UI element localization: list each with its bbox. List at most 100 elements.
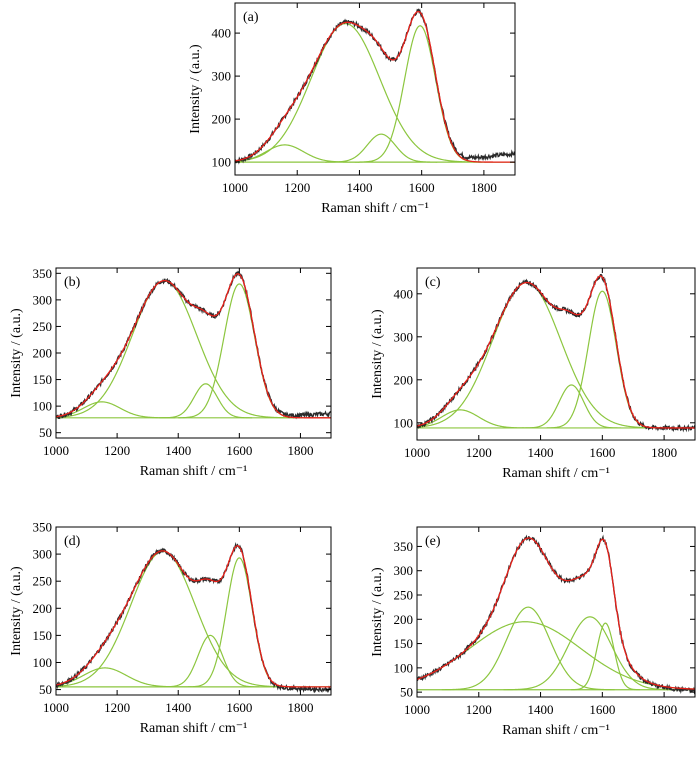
component-peak-4 xyxy=(178,283,301,419)
x-tick-label: 1400 xyxy=(165,443,191,458)
component-peak-3 xyxy=(503,616,677,691)
y-tick-label: 300 xyxy=(212,69,232,84)
component-peak-4 xyxy=(570,622,641,691)
y-tick-label: 150 xyxy=(33,372,53,387)
y-tick-label: 50 xyxy=(39,425,52,440)
x-tick-label: 1200 xyxy=(466,445,492,460)
y-tick-label: 200 xyxy=(33,346,53,361)
y-tick-label: 250 xyxy=(33,574,53,589)
y-tick-label: 350 xyxy=(33,266,53,281)
x-tick-label: 1000 xyxy=(43,443,69,458)
fitted-sum-curve xyxy=(56,273,331,419)
y-tick-label: 350 xyxy=(33,520,53,535)
y-axis-label: Intensity / (a.u.) xyxy=(370,567,385,657)
component-peak-2 xyxy=(441,606,615,691)
component-peak-3 xyxy=(161,634,260,688)
fitted-sum-curve xyxy=(417,275,695,429)
x-tick-label: 1800 xyxy=(651,702,677,717)
component-peak-3 xyxy=(522,384,621,429)
y-axis-label: Intensity / (a.u.) xyxy=(188,44,203,134)
y-tick-label: 150 xyxy=(33,628,53,643)
fitted-sum-curve xyxy=(417,537,695,690)
plot-area xyxy=(417,273,695,433)
y-tick-label: 150 xyxy=(394,636,414,651)
y-tick-label: 300 xyxy=(394,563,414,578)
plot-area xyxy=(56,270,331,420)
raw-spectrum xyxy=(235,8,515,165)
component-peak-1 xyxy=(417,409,535,429)
x-tick-label: 1600 xyxy=(409,180,435,195)
plot-frame xyxy=(55,526,332,696)
panel-e: 1000 1200 1400 1600 1800 50 100 150 200 250 300 350… xyxy=(370,526,696,738)
x-tick-label: 1400 xyxy=(528,445,554,460)
x-tick-label: 1600 xyxy=(226,700,252,715)
y-tick-label: 200 xyxy=(394,372,414,387)
y-tick-label: 100 xyxy=(394,660,414,675)
x-axis-label: Raman shift / cm⁻¹ xyxy=(140,721,248,736)
x-tick-label: 1000 xyxy=(404,702,430,717)
raw-spectrum xyxy=(417,273,695,433)
component-peak-1 xyxy=(56,401,176,419)
component-peak-2 xyxy=(56,550,292,688)
x-tick-label: 1200 xyxy=(104,700,130,715)
plot-area xyxy=(417,534,695,695)
component-peak-2 xyxy=(235,23,483,163)
x-tick-label: 1000 xyxy=(43,700,69,715)
plot-frame xyxy=(416,267,696,441)
y-tick-label: 200 xyxy=(33,601,53,616)
y-tick-label: 50 xyxy=(400,685,413,700)
component-peak-2 xyxy=(417,282,663,429)
y-tick-label: 300 xyxy=(33,292,53,307)
x-axis-label: Raman shift / cm⁻¹ xyxy=(502,466,610,481)
x-tick-label: 1200 xyxy=(284,180,310,195)
x-tick-label: 1600 xyxy=(589,445,615,460)
component-peak-3 xyxy=(325,133,438,163)
x-tick-label: 1800 xyxy=(287,700,313,715)
x-axis-label: Raman shift / cm⁻¹ xyxy=(502,723,610,738)
x-tick-label: 1400 xyxy=(346,180,372,195)
y-tick-label: 200 xyxy=(394,612,414,627)
y-tick-label: 250 xyxy=(394,588,414,603)
x-tick-label: 1800 xyxy=(287,443,313,458)
y-tick-label: 350 xyxy=(394,539,414,554)
y-tick-label: 300 xyxy=(394,329,414,344)
x-tick-label: 1800 xyxy=(651,445,677,460)
y-axis-label: Intensity / (a.u.) xyxy=(370,309,385,399)
x-axis-label: Raman shift / cm⁻¹ xyxy=(321,201,429,216)
x-tick-label: 1400 xyxy=(528,702,554,717)
fitted-sum-curve xyxy=(56,545,331,688)
y-tick-label: 250 xyxy=(33,319,53,334)
panel-label: (d) xyxy=(64,534,81,549)
plot-area xyxy=(235,8,515,165)
panel-label: (c) xyxy=(425,275,441,290)
y-axis-label: Intensity / (a.u.) xyxy=(9,566,24,656)
x-tick-label: 1000 xyxy=(222,180,248,195)
panel-label: (b) xyxy=(64,275,81,290)
x-tick-label: 1000 xyxy=(404,445,430,460)
component-peak-4 xyxy=(546,290,658,429)
y-tick-label: 100 xyxy=(33,399,53,414)
panel-d: 1000 1200 1400 1600 1800 50 100 150 200 250 300 350… xyxy=(9,520,332,736)
x-tick-label: 1600 xyxy=(226,443,252,458)
panel-label: (a) xyxy=(243,10,259,25)
fitted-sum-curve xyxy=(235,10,515,163)
component-peak-3 xyxy=(159,383,253,419)
y-axis-label: Intensity / (a.u.) xyxy=(9,308,24,398)
y-tick-label: 100 xyxy=(394,415,414,430)
y-tick-label: 400 xyxy=(394,286,414,301)
panel-a: 1000 1200 1400 1600 1800 100 200 300 400 Raman sh… xyxy=(188,2,516,216)
panel-b: 1000 1200 1400 1600 1800 50 100 150 200 250 300 350… xyxy=(9,266,332,479)
plot-frame xyxy=(416,526,696,698)
y-tick-label: 100 xyxy=(212,155,232,170)
plot-frame xyxy=(234,2,516,176)
x-tick-label: 1600 xyxy=(589,702,615,717)
y-tick-label: 50 xyxy=(39,682,52,697)
plot-area xyxy=(56,542,331,694)
y-tick-label: 200 xyxy=(212,112,232,127)
raw-spectrum xyxy=(56,270,331,420)
plot-frame xyxy=(55,267,332,439)
y-tick-label: 300 xyxy=(33,547,53,562)
x-tick-label: 1400 xyxy=(165,700,191,715)
x-axis-label: Raman shift / cm⁻¹ xyxy=(140,464,248,479)
